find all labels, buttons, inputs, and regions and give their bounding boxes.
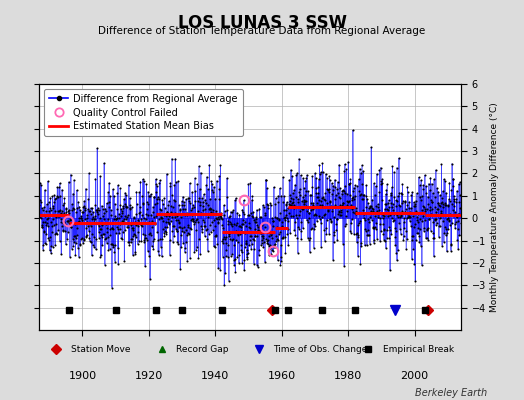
Text: 2000: 2000: [400, 371, 429, 381]
Y-axis label: Monthly Temperature Anomaly Difference (°C): Monthly Temperature Anomaly Difference (…: [490, 102, 499, 312]
Legend: Difference from Regional Average, Quality Control Failed, Estimated Station Mean: Difference from Regional Average, Qualit…: [44, 89, 243, 136]
Text: 1920: 1920: [135, 371, 163, 381]
Text: Empirical Break: Empirical Break: [383, 344, 454, 354]
Text: Difference of Station Temperature Data from Regional Average: Difference of Station Temperature Data f…: [99, 26, 425, 36]
Text: 1900: 1900: [69, 371, 96, 381]
Text: 1940: 1940: [201, 371, 230, 381]
Text: Station Move: Station Move: [71, 344, 130, 354]
Text: Time of Obs. Change: Time of Obs. Change: [274, 344, 368, 354]
Text: Berkeley Earth: Berkeley Earth: [415, 388, 487, 398]
Text: 1960: 1960: [268, 371, 296, 381]
Text: 1980: 1980: [334, 371, 362, 381]
Text: Record Gap: Record Gap: [177, 344, 229, 354]
Text: LOS LUNAS 3 SSW: LOS LUNAS 3 SSW: [178, 14, 346, 32]
